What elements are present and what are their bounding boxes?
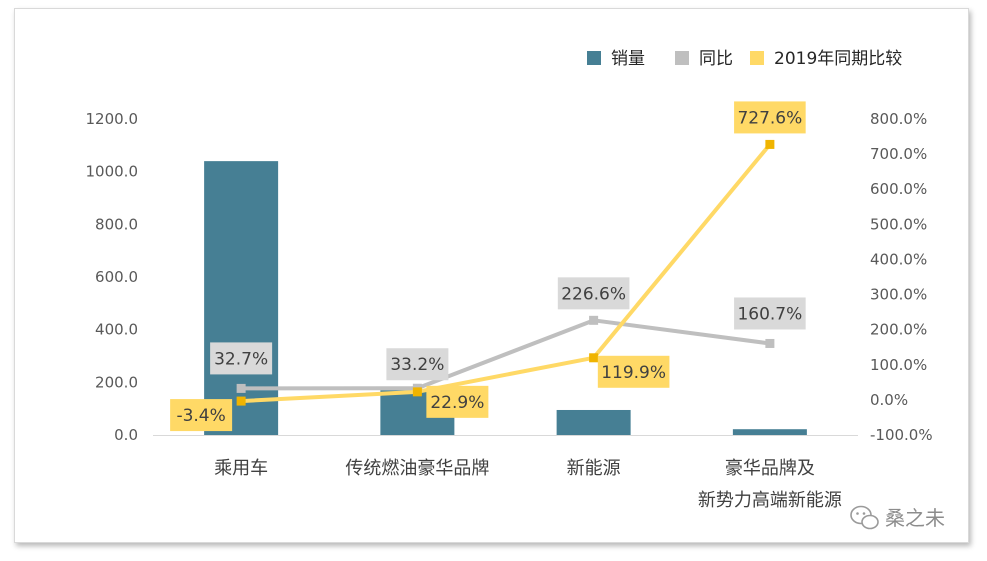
data-label: 22.9% <box>430 393 484 413</box>
legend-label: 2019年同期比较 <box>774 49 902 69</box>
data-label-box <box>734 297 806 330</box>
legend-label: 同比 <box>699 49 733 69</box>
data-point-同比 <box>765 338 775 348</box>
data-label: -3.4% <box>176 406 225 426</box>
y-right-tick-label: 200.0% <box>870 321 927 339</box>
y-left-tick-label: 1200.0 <box>86 110 139 128</box>
data-label-box <box>386 348 449 381</box>
x-category-label: 传统燃油豪华品牌 <box>345 458 489 479</box>
combo-chart: 0.0 200.0 400.0 600.0 800.0 1000.0 1200.0 -100.… <box>86 49 946 530</box>
x-category-label: 新能源 <box>567 458 621 479</box>
y-right-tick-label: 500.0% <box>870 215 927 233</box>
data-label: 119.9% <box>601 363 666 383</box>
y-right-tick-label: 600.0% <box>870 180 927 198</box>
data-label: 160.7% <box>737 304 802 324</box>
y-left-tick-label: 400.0 <box>95 321 138 339</box>
data-label: 727.6% <box>737 108 802 128</box>
y-right-tick-label: 400.0% <box>870 250 927 268</box>
data-label: 33.2% <box>390 355 444 375</box>
legend-swatch <box>750 51 764 65</box>
data-label-box <box>210 342 273 375</box>
data-point-同比 <box>589 315 599 325</box>
y-right-tick-label: 100.0% <box>870 356 927 374</box>
data-label: 32.7% <box>214 349 268 369</box>
bar-销量 <box>556 409 631 435</box>
y-left-tick-label: 200.0 <box>95 373 138 391</box>
data-label-box <box>557 277 630 310</box>
x-category-label: 乘用车 <box>214 458 268 479</box>
bar-销量 <box>732 429 807 435</box>
data-point-2019年同期比较 <box>412 387 422 397</box>
series-line-2019年同期比较 <box>239 142 772 404</box>
data-label-box <box>170 399 233 432</box>
y-right-tick-label: 800.0% <box>870 110 927 128</box>
watermark-text: 桑之未 <box>885 506 945 530</box>
legend-label: 销量 <box>611 49 645 69</box>
series-line-同比 <box>239 318 772 391</box>
data-label: 226.6% <box>561 284 626 304</box>
data-label-box <box>426 385 489 418</box>
y-left-tick-label: 600.0 <box>95 268 138 286</box>
y-right-tick-label: -100.0% <box>870 426 933 444</box>
watermark: 桑之未 <box>850 505 945 530</box>
y-left-tick-label: 800.0 <box>95 215 138 233</box>
legend-swatch <box>675 51 689 65</box>
y-right-tick-label: 0.0% <box>870 391 908 409</box>
wechat-icon <box>850 505 879 530</box>
bar-销量 <box>204 161 279 435</box>
data-point-2019年同期比较 <box>765 139 775 149</box>
data-label-box <box>734 101 806 134</box>
data-point-2019年同期比较 <box>236 396 246 406</box>
y-left-tick-label: 1000.0 <box>86 163 139 181</box>
x-category-label: 新势力高端新能源 <box>698 490 842 511</box>
data-label-box <box>597 355 670 388</box>
y-right-tick-label: 300.0% <box>870 286 927 304</box>
legend-swatch <box>587 51 601 65</box>
data-point-2019年同期比较 <box>589 353 599 363</box>
data-point-同比 <box>236 383 246 393</box>
y-left-tick-label: 0.0 <box>114 426 138 444</box>
y-right-tick-label: 700.0% <box>870 145 927 163</box>
chart-frame: 0.0 200.0 400.0 600.0 800.0 1000.0 1200.0 -100.… <box>14 8 969 543</box>
x-category-label: 豪华品牌及 <box>725 458 815 479</box>
